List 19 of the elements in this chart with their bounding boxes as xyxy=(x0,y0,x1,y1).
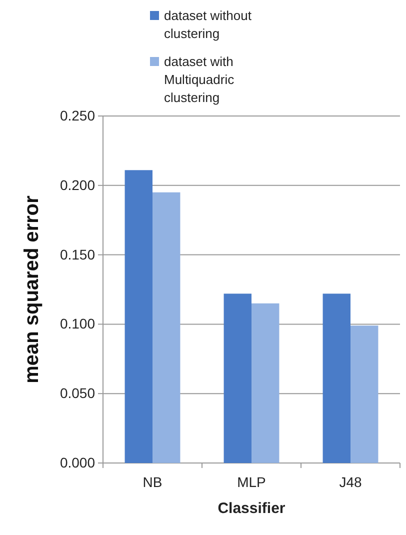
bar xyxy=(224,294,252,463)
y-tick-label: 0.150 xyxy=(60,246,96,262)
x-tick-label: J48 xyxy=(339,474,362,490)
x-tick-label: MLP xyxy=(237,474,266,490)
legend-label: dataset without clustering xyxy=(164,8,252,41)
bar xyxy=(124,170,152,463)
bar xyxy=(152,192,180,463)
x-tick-label: NB xyxy=(142,474,162,490)
bar xyxy=(252,303,280,463)
bar xyxy=(350,326,378,463)
y-tick-label: 0.100 xyxy=(60,316,96,332)
legend-label: dataset with Multiquadric clustering xyxy=(164,54,235,105)
y-tick-label: 0.050 xyxy=(60,385,96,402)
x-axis-title: Classifier xyxy=(218,500,286,517)
y-tick-label: 0.250 xyxy=(60,107,96,124)
y-tick-label: 0.000 xyxy=(60,454,96,470)
y-tick-label: 0.200 xyxy=(60,176,96,193)
bar xyxy=(322,294,350,463)
y-axis-title: mean squared error xyxy=(21,195,43,384)
